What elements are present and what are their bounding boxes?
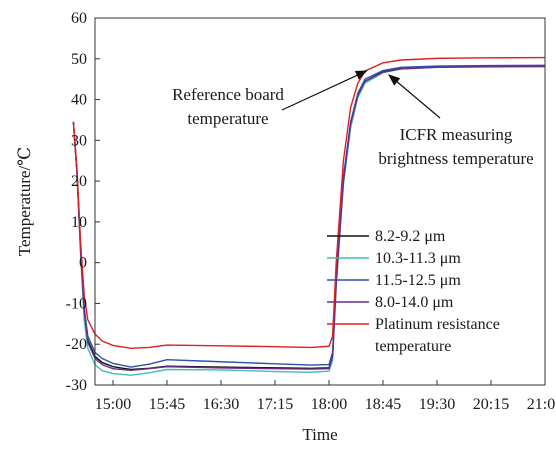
legend-label: 11.5-12.5 μm bbox=[375, 272, 461, 289]
x-tick-label: 18:45 bbox=[365, 396, 401, 413]
y-tick-label: -20 bbox=[66, 336, 87, 353]
y-tick-label: 10 bbox=[71, 214, 87, 231]
x-axis: 15:00 15:45 16:30 17:15 18:00 18:45 19:30 20:15… bbox=[95, 380, 556, 413]
x-tick-label: 20:15 bbox=[473, 396, 509, 413]
series-line bbox=[72, 56, 546, 349]
x-tick-label: 15:45 bbox=[149, 396, 185, 413]
annotations: Reference board temperature ICFR measuring… bbox=[172, 70, 534, 168]
series-line bbox=[72, 65, 546, 372]
plot-lines bbox=[72, 56, 546, 376]
y-tick-label: 50 bbox=[71, 51, 87, 68]
annotation-icfr: ICFR measuring brightness temperature bbox=[378, 125, 533, 168]
legend-label: 10.3-11.3 μm bbox=[375, 250, 461, 267]
x-tick-label: 21:00 bbox=[527, 396, 556, 413]
legend-label: 8.0-14.0 μm bbox=[375, 294, 454, 311]
legend: 8.2-9.2 μm 10.3-11.3 μm 11.5-12.5 μm 8.0-14… bbox=[327, 228, 500, 355]
y-tick-label: -30 bbox=[66, 377, 87, 394]
x-tick-label: 19:30 bbox=[419, 396, 455, 413]
annotation-arrow bbox=[388, 74, 441, 119]
y-tick-label: -10 bbox=[66, 295, 87, 312]
x-tick-label: 17:15 bbox=[257, 396, 293, 413]
y-tick-label: 40 bbox=[71, 92, 87, 109]
y-tick-label: 60 bbox=[71, 10, 87, 27]
legend-label: 8.2-9.2 μm bbox=[375, 228, 446, 245]
annotation-arrow bbox=[281, 70, 368, 111]
y-tick-label: 0 bbox=[79, 255, 87, 272]
plot-frame bbox=[94, 17, 546, 386]
x-tick-label: 15:00 bbox=[95, 396, 131, 413]
y-tick-label: 20 bbox=[71, 173, 87, 190]
annotation-reference-board: Reference board temperature bbox=[172, 85, 284, 128]
y-axis: -30 -20 -10 0 10 20 30 40 50 60 bbox=[66, 10, 100, 394]
x-tick-label: 18:00 bbox=[311, 396, 347, 413]
legend-label: Platinum resistance temperature bbox=[375, 316, 500, 355]
x-axis-title: Time bbox=[302, 425, 337, 444]
y-tick-label: 30 bbox=[71, 132, 87, 149]
series-line bbox=[72, 64, 546, 368]
y-axis-title: Temperature/℃ bbox=[15, 147, 34, 256]
x-tick-label: 16:30 bbox=[203, 396, 239, 413]
